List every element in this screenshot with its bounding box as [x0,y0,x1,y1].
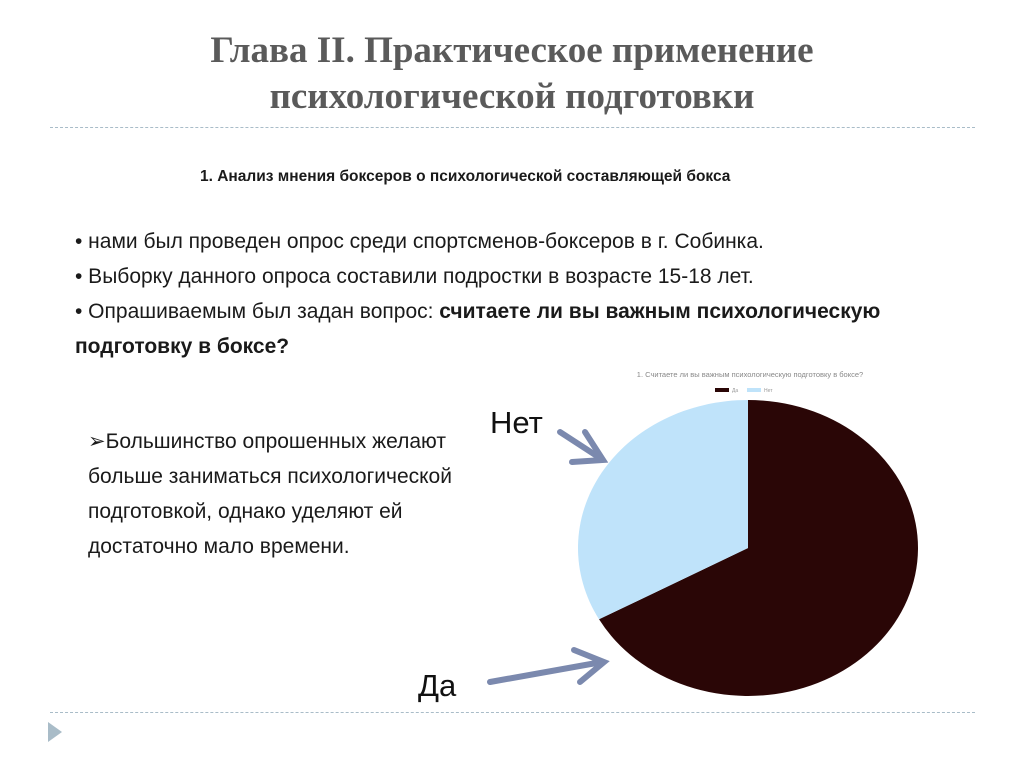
label-no: Нет [490,405,543,440]
chart-title: 1. Считаете ли вы важным психологическую… [637,370,863,379]
subtitle: 1. Анализ мнения боксеров о психологичес… [200,168,731,185]
divider-bottom [50,712,975,713]
bullet-2: • Выборку данного опроса составили подро… [75,265,754,288]
pie-slice-no [578,400,748,620]
chart-legend: Да Нет [715,388,773,394]
bullet-list: • нами был проведен опрос среди спортсме… [75,224,975,364]
pie-slice-yes [599,400,918,696]
label-yes: Да [418,668,457,703]
bullet-3: • Опрашиваемым был задан вопрос: считает… [75,294,975,364]
divider-top [50,127,975,128]
bullet-3-question: считаете ли вы важным психологическую по… [75,300,881,358]
title-line-1: Глава II. Практическое применение [210,30,814,71]
arrow-yes [487,647,610,685]
legend-label: Нет [764,388,773,394]
legend-label: Да [732,388,738,394]
title-line-2: психологической подготовки [269,76,755,117]
bullet-3-text: • Опрашиваемым был задан вопрос: [75,300,440,323]
arrow-no [557,429,609,465]
legend-swatch [747,388,761,392]
conclusion-text: ➢Большинство опрошенных желают больше за… [88,430,452,558]
nav-triangle-icon[interactable] [48,722,62,742]
bullet-1: • нами был проведен опрос среди спортсме… [75,230,764,253]
legend-swatch [715,388,729,392]
slide-title: Глава II. Практическое применение психол… [0,28,1024,120]
